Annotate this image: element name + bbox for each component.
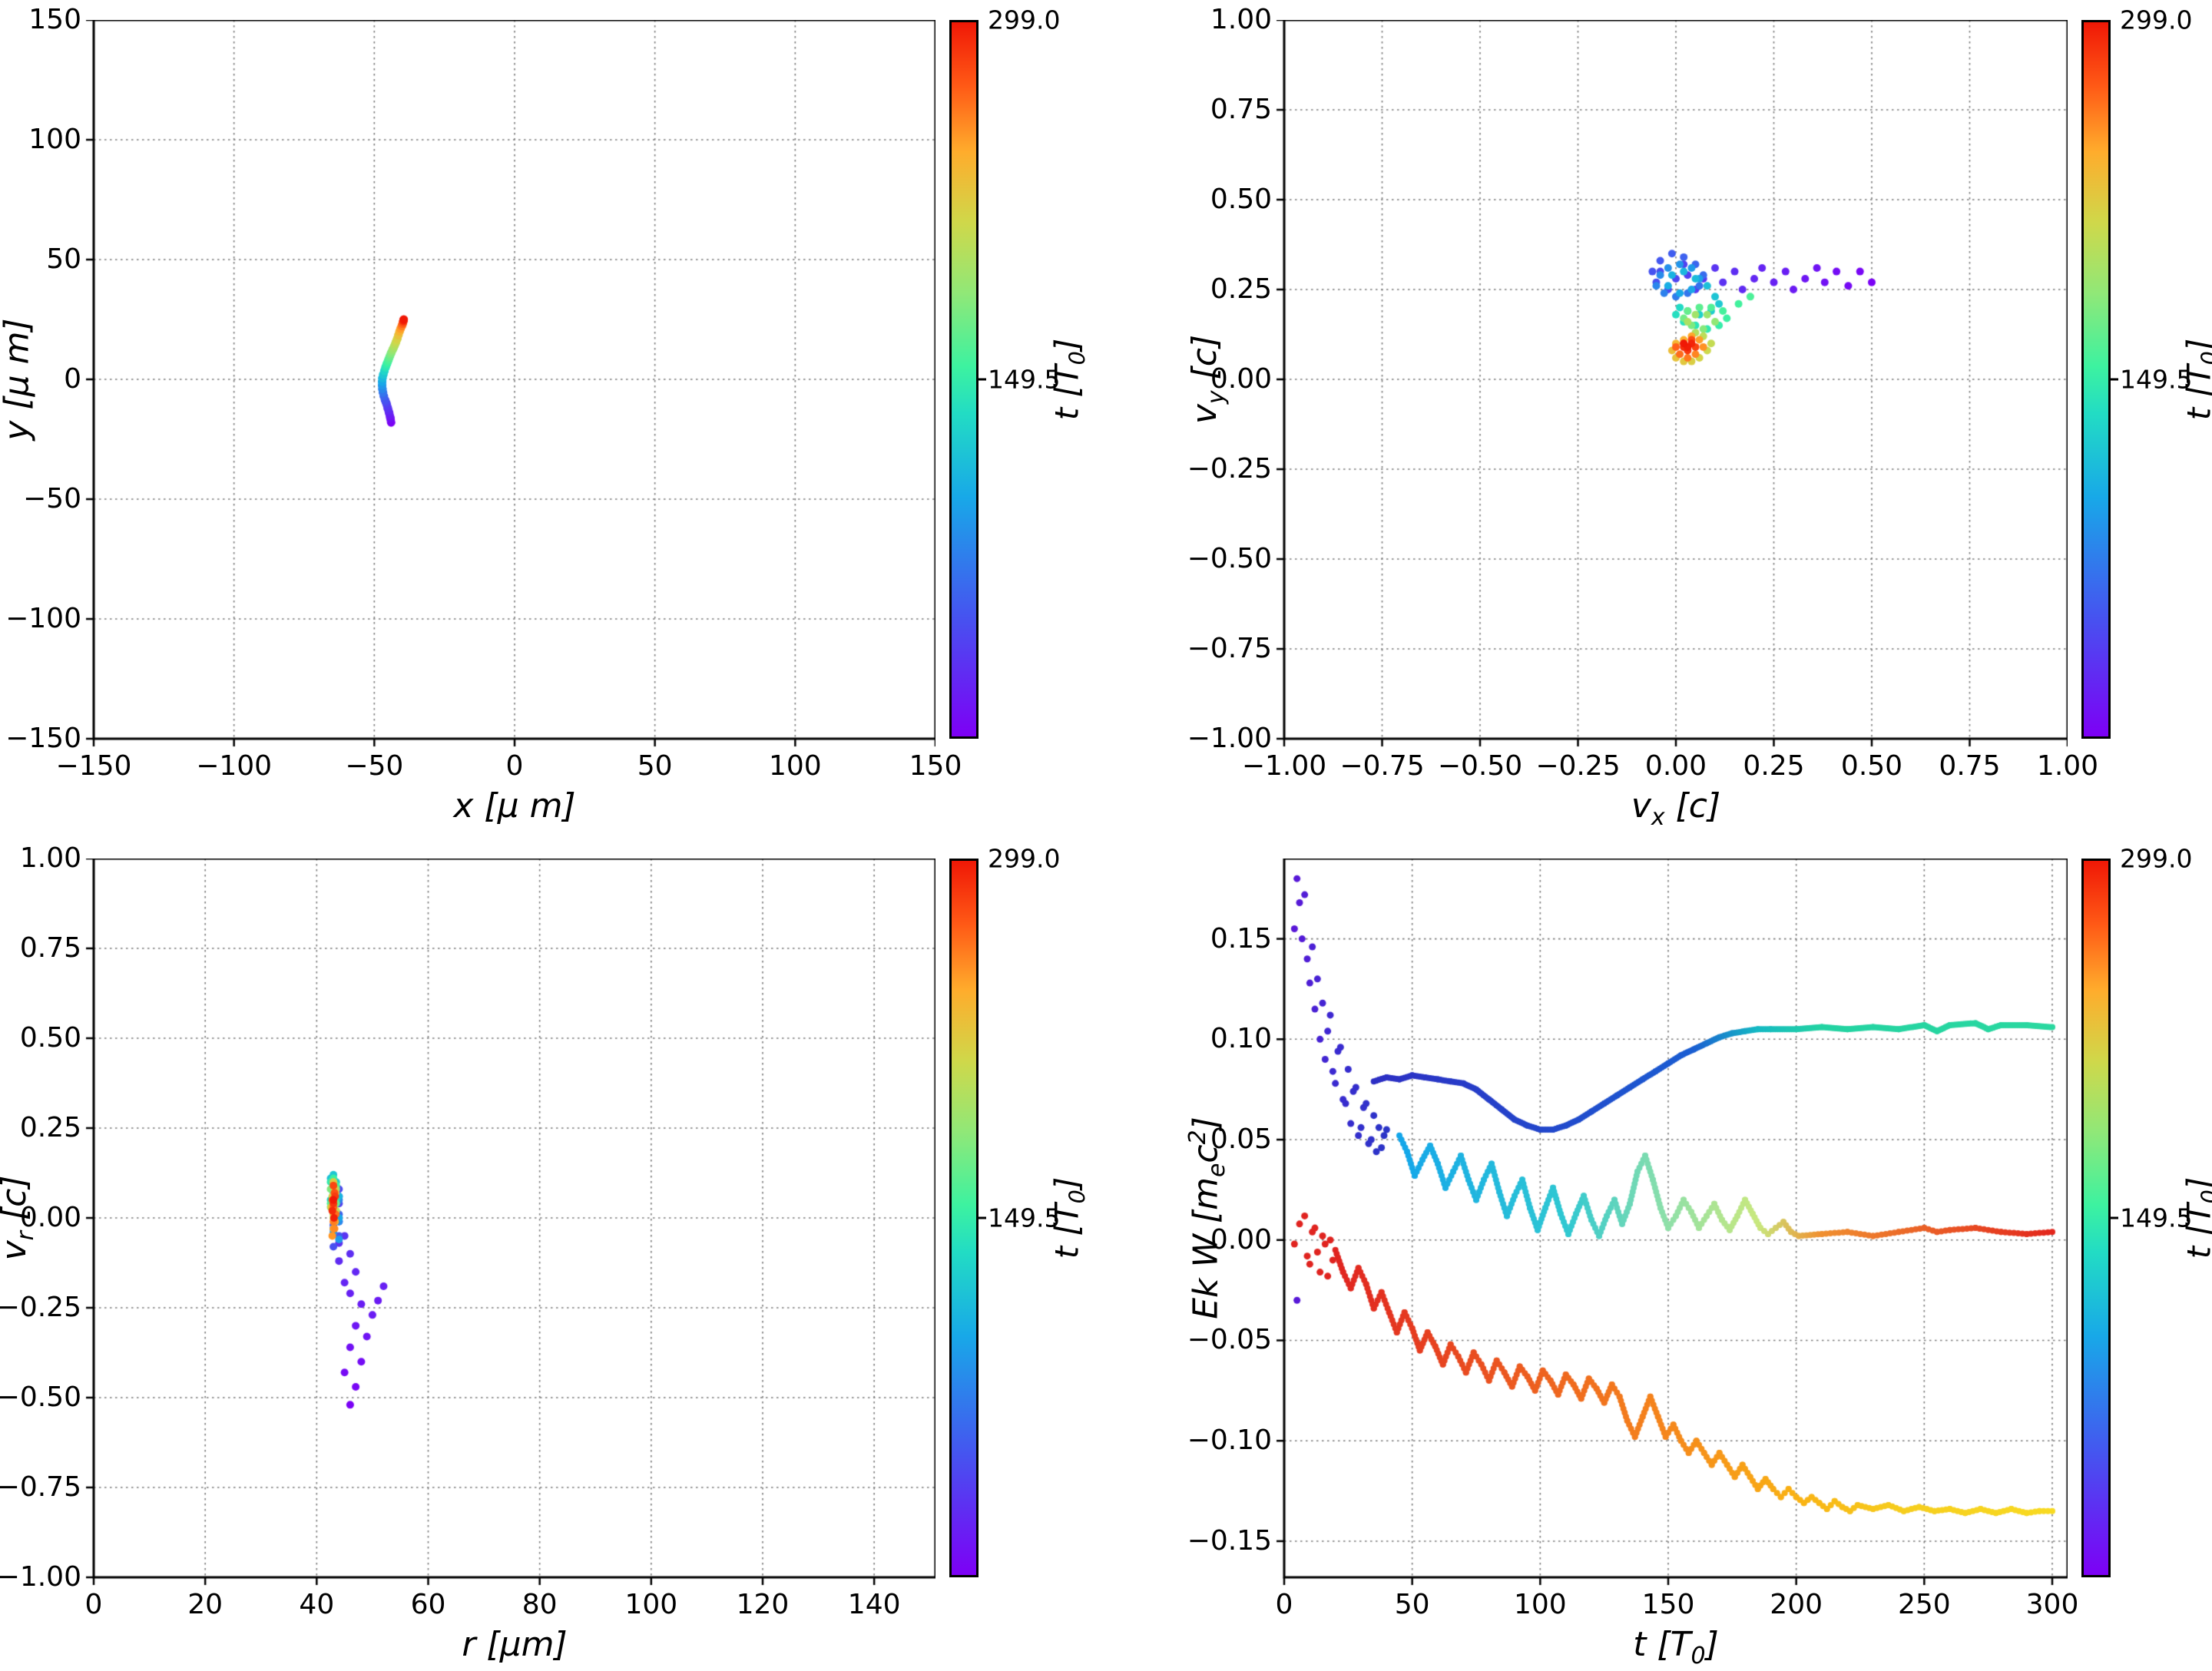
y-tick-label: −50 xyxy=(23,483,81,515)
colorbar-mid-label: 149.5 xyxy=(2120,1203,2193,1233)
panel-xy-ylabel: y [μ m] xyxy=(0,318,37,441)
y-tick-label: −0.50 xyxy=(0,1381,81,1414)
x-tick-label: −150 xyxy=(55,750,132,782)
y-tick-label: 0.15 xyxy=(1210,922,1272,955)
colorbar xyxy=(949,859,986,1577)
y-tick-label: 0.10 xyxy=(1210,1023,1272,1055)
x-tick-label: 120 xyxy=(736,1589,790,1620)
colorbar-title: t [T0] xyxy=(1048,1176,1091,1259)
x-tick-label: 140 xyxy=(847,1589,901,1620)
y-tick-label: 0.75 xyxy=(1210,94,1272,126)
x-tick-label: −50 xyxy=(345,750,404,782)
y-tick-label: 1.00 xyxy=(19,842,81,875)
x-tick-label: 50 xyxy=(637,750,673,782)
x-tick-label: 0 xyxy=(505,750,524,782)
x-tick-label: −0.50 xyxy=(1437,750,1523,782)
x-tick-label: −0.25 xyxy=(1535,750,1621,782)
colorbar-mid-label: 149.5 xyxy=(988,364,1061,395)
x-tick-label: 20 xyxy=(187,1589,224,1620)
plot-canvas-position-xy xyxy=(78,20,935,754)
y-tick-label: −150 xyxy=(5,723,81,755)
colorbar-mid-tick xyxy=(979,378,986,381)
y-tick-label: 0.25 xyxy=(1210,273,1272,306)
panel-energy-xlabel: t [T0] xyxy=(1633,1625,1719,1669)
colorbar-max-label: 299.0 xyxy=(2120,843,2193,874)
x-tick-label: 50 xyxy=(1394,1589,1430,1620)
colorbar-max-label: 299.0 xyxy=(988,843,1061,874)
y-tick-label: −0.05 xyxy=(1187,1324,1272,1356)
x-tick-label: 1.00 xyxy=(2036,750,2099,782)
plot-canvas-r-vr xyxy=(78,859,935,1593)
colorbar-mid-tick xyxy=(2111,1216,2118,1219)
panel-xy-xlabel: x [μ m] xyxy=(453,786,576,826)
y-tick-label: 1.00 xyxy=(1210,4,1272,36)
y-tick-label: 100 xyxy=(28,124,81,156)
y-tick-label: 0.75 xyxy=(19,932,81,965)
y-tick-label: 0.00 xyxy=(1210,1223,1272,1256)
colorbar-title: t [T0] xyxy=(2180,1177,2212,1259)
x-tick-label: 0.25 xyxy=(1743,750,1805,782)
y-tick-label: 0.50 xyxy=(1210,184,1272,216)
x-tick-label: 100 xyxy=(1513,1589,1567,1620)
y-tick-label: −0.15 xyxy=(1187,1525,1272,1557)
plot-canvas-velocity-vxvy xyxy=(1269,20,2068,754)
x-tick-label: 200 xyxy=(1770,1589,1823,1620)
y-tick-label: −0.75 xyxy=(0,1471,81,1504)
x-tick-label: 80 xyxy=(522,1589,558,1620)
x-tick-label: 60 xyxy=(410,1589,446,1620)
panel-rvr-xlabel: r [μm] xyxy=(462,1625,568,1664)
y-tick-label: 0.00 xyxy=(19,1202,81,1234)
x-tick-label: 150 xyxy=(1641,1589,1695,1620)
x-tick-label: 250 xyxy=(1897,1589,1951,1620)
colorbar xyxy=(2081,859,2118,1577)
colorbar-mid-label: 149.5 xyxy=(988,1203,1061,1233)
y-tick-label: −0.75 xyxy=(1187,633,1272,665)
y-tick-label: 0.50 xyxy=(19,1022,81,1054)
colorbar-max-label: 299.0 xyxy=(988,5,1061,35)
x-tick-label: 0.75 xyxy=(1939,750,2001,782)
x-tick-label: 300 xyxy=(2025,1589,2079,1620)
x-tick-label: 0 xyxy=(1275,1589,1293,1620)
x-tick-label: 100 xyxy=(624,1589,678,1620)
plot-canvas-energy-time xyxy=(1269,859,2068,1593)
y-tick-label: 0.05 xyxy=(1210,1123,1272,1156)
x-tick-label: 0 xyxy=(84,1589,103,1620)
y-tick-label: −0.25 xyxy=(1187,453,1272,485)
y-tick-label: −0.50 xyxy=(1187,543,1272,575)
x-tick-label: 150 xyxy=(909,750,962,782)
x-tick-label: −0.75 xyxy=(1339,750,1425,782)
y-tick-label: 0 xyxy=(64,363,81,395)
x-tick-label: 100 xyxy=(768,750,822,782)
colorbar-title: t [T0] xyxy=(2180,339,2212,420)
colorbar-max-label: 299.0 xyxy=(2120,5,2193,35)
y-tick-label: −1.00 xyxy=(0,1561,81,1593)
y-tick-label: 150 xyxy=(28,4,81,36)
y-tick-label: −1.00 xyxy=(1187,723,1272,755)
colorbar xyxy=(949,20,986,739)
colorbar-mid-tick xyxy=(979,1216,986,1219)
colorbar xyxy=(2081,20,2118,739)
colorbar-mid-tick xyxy=(2111,378,2118,381)
y-tick-label: −0.10 xyxy=(1187,1424,1272,1457)
x-tick-label: −100 xyxy=(196,750,273,782)
colorbar-mid-label: 149.5 xyxy=(2120,364,2193,395)
x-tick-label: 0.00 xyxy=(1644,750,1707,782)
x-tick-label: −1.00 xyxy=(1241,750,1327,782)
x-tick-label: 0.50 xyxy=(1840,750,1903,782)
colorbar-title: t [T0] xyxy=(1048,338,1091,421)
y-tick-label: 0.25 xyxy=(19,1112,81,1144)
y-tick-label: −0.25 xyxy=(0,1292,81,1324)
x-tick-label: 40 xyxy=(299,1589,335,1620)
y-tick-label: 0.00 xyxy=(1210,363,1272,395)
panel-vxvy-xlabel: vx [c] xyxy=(1631,786,1721,831)
y-tick-label: −100 xyxy=(5,603,81,635)
y-tick-label: 50 xyxy=(46,243,81,276)
